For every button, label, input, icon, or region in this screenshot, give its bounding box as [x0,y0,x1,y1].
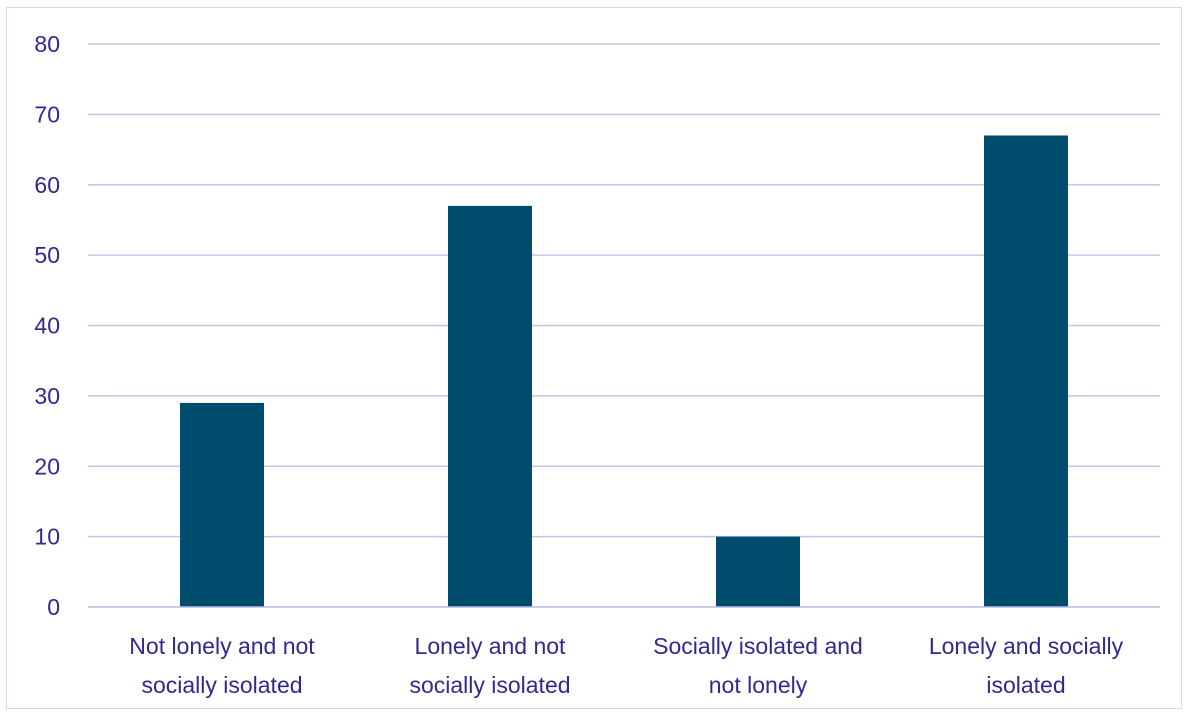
x-category-label: Lonely and not [415,633,567,659]
x-category-label: not lonely [709,672,808,698]
y-tick-label: 50 [34,242,60,268]
x-category-label: socially isolated [141,672,302,698]
x-category-label: Not lonely and not [129,633,315,659]
x-category-label: isolated [986,672,1065,698]
y-tick-label: 40 [34,313,60,339]
y-axis-tick-labels: 0 10 20 30 40 50 60 70 80 [34,31,60,620]
x-category-label: Socially isolated and [653,633,863,659]
bar [716,536,800,607]
y-tick-label: 80 [34,31,60,57]
y-tick-label: 30 [34,383,60,409]
x-category-label: Lonely and socially [929,633,1124,659]
x-category-label: socially isolated [409,672,570,698]
y-tick-label: 70 [34,101,60,127]
gridlines [88,43,1160,538]
y-tick-label: 20 [34,453,60,479]
y-tick-label: 10 [34,524,60,550]
y-tick-label: 60 [34,172,60,198]
x-axis-category-labels: Not lonely and not socially isolated Lonel… [129,633,1123,698]
y-tick-label: 0 [47,594,60,620]
bars [180,135,1068,608]
bar [448,205,532,608]
bar [984,135,1068,608]
bar [180,402,264,607]
